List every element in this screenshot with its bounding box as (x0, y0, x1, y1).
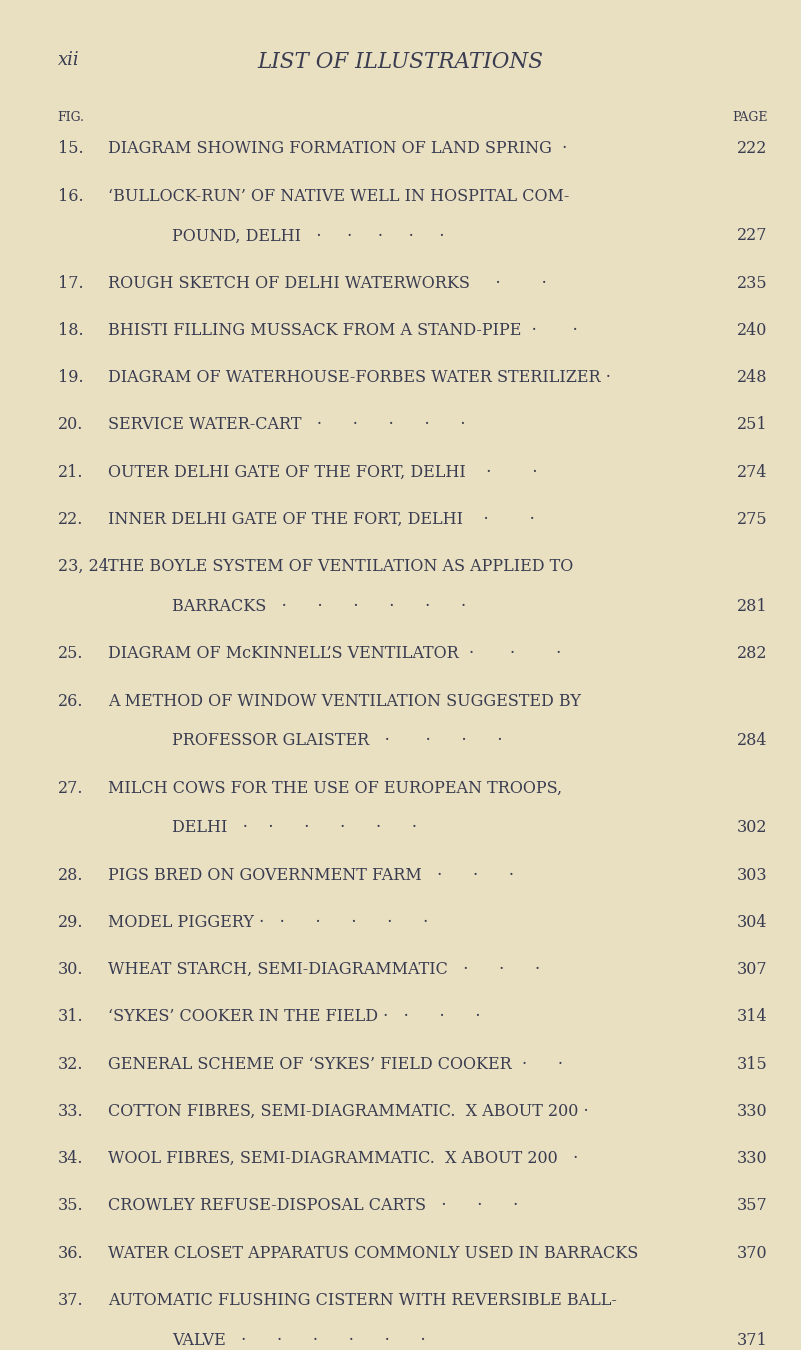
Text: ‘SYKES’ COOKER IN THE FIELD ·   ·      ·      ·: ‘SYKES’ COOKER IN THE FIELD · · · · (108, 1008, 491, 1026)
Text: MODEL PIGGERY ·   ·      ·      ·      ·      ·: MODEL PIGGERY · · · · · · (108, 914, 439, 931)
Text: 235: 235 (737, 274, 767, 292)
Text: LIST OF ILLUSTRATIONS: LIST OF ILLUSTRATIONS (257, 51, 544, 73)
Text: 302: 302 (737, 819, 767, 837)
Text: DIAGRAM OF WATERHOUSE-FORBES WATER STERILIZER ·: DIAGRAM OF WATERHOUSE-FORBES WATER STERI… (108, 369, 616, 386)
Text: DELHI   ·    ·      ·      ·      ·      ·: DELHI · · · · · · (172, 819, 428, 837)
Text: WOOL FIBRES, SEMI-DIAGRAMMATIC.  X ABOUT 200   ·: WOOL FIBRES, SEMI-DIAGRAMMATIC. X ABOUT … (108, 1150, 589, 1168)
Text: 25.: 25. (58, 645, 83, 663)
Text: 37.: 37. (58, 1292, 83, 1310)
Text: xii: xii (58, 51, 79, 69)
Text: 36.: 36. (58, 1245, 83, 1262)
Text: COTTON FIBRES, SEMI-DIAGRAMMATIC.  X ABOUT 200 ·: COTTON FIBRES, SEMI-DIAGRAMMATIC. X ABOU… (108, 1103, 594, 1120)
Text: A METHOD OF WINDOW VENTILATION SUGGESTED BY: A METHOD OF WINDOW VENTILATION SUGGESTED… (108, 693, 582, 710)
Text: 23, 24.: 23, 24. (58, 558, 114, 575)
Text: GENERAL SCHEME OF ‘SYKES’ FIELD COOKER  ·      ·: GENERAL SCHEME OF ‘SYKES’ FIELD COOKER ·… (108, 1056, 574, 1073)
Text: 248: 248 (737, 369, 767, 386)
Text: 17.: 17. (58, 274, 83, 292)
Text: 314: 314 (737, 1008, 767, 1026)
Text: 33.: 33. (58, 1103, 83, 1120)
Text: FIG.: FIG. (58, 111, 85, 124)
Text: BARRACKS   ·      ·      ·      ·      ·      ·: BARRACKS · · · · · · (172, 598, 477, 616)
Text: 315: 315 (737, 1056, 767, 1073)
Text: 371: 371 (737, 1331, 767, 1349)
Text: 303: 303 (737, 867, 767, 884)
Text: 26.: 26. (58, 693, 83, 710)
Text: 222: 222 (737, 140, 767, 158)
Text: 20.: 20. (58, 416, 83, 433)
Text: 29.: 29. (58, 914, 83, 931)
Text: VALVE   ·      ·      ·      ·      ·      ·: VALVE · · · · · · (172, 1331, 436, 1349)
Text: MILCH COWS FOR THE USE OF EUROPEAN TROOPS,: MILCH COWS FOR THE USE OF EUROPEAN TROOP… (108, 779, 562, 796)
Text: OUTER DELHI GATE OF THE FORT, DELHI    ·        ·: OUTER DELHI GATE OF THE FORT, DELHI · · (108, 463, 548, 481)
Text: WHEAT STARCH, SEMI-DIAGRAMMATIC   ·      ·      ·: WHEAT STARCH, SEMI-DIAGRAMMATIC · · · (108, 961, 550, 979)
Text: PROFESSOR GLAISTER   ·       ·      ·      ·: PROFESSOR GLAISTER · · · · (172, 732, 513, 749)
Text: 330: 330 (737, 1150, 767, 1168)
Text: 35.: 35. (58, 1197, 83, 1215)
Text: 370: 370 (737, 1245, 767, 1262)
Text: 284: 284 (737, 732, 767, 749)
Text: 307: 307 (737, 961, 767, 979)
Text: 34.: 34. (58, 1150, 83, 1168)
Text: 274: 274 (737, 463, 767, 481)
Text: 19.: 19. (58, 369, 83, 386)
Text: ROUGH SKETCH OF DELHI WATERWORKS     ·        ·: ROUGH SKETCH OF DELHI WATERWORKS · · (108, 274, 557, 292)
Text: BHISTI FILLING MUSSACK FROM A STAND-PIPE  ·       ·: BHISTI FILLING MUSSACK FROM A STAND-PIPE… (108, 321, 588, 339)
Text: PIGS BRED ON GOVERNMENT FARM   ·      ·      ·: PIGS BRED ON GOVERNMENT FARM · · · (108, 867, 525, 884)
Text: 304: 304 (737, 914, 767, 931)
Text: 240: 240 (737, 321, 767, 339)
Text: 30.: 30. (58, 961, 83, 979)
Text: 18.: 18. (58, 321, 83, 339)
Text: 27.: 27. (58, 779, 83, 796)
Text: 16.: 16. (58, 188, 83, 205)
Text: DIAGRAM SHOWING FORMATION OF LAND SPRING  ·: DIAGRAM SHOWING FORMATION OF LAND SPRING… (108, 140, 578, 158)
Text: INNER DELHI GATE OF THE FORT, DELHI    ·        ·: INNER DELHI GATE OF THE FORT, DELHI · · (108, 510, 545, 528)
Text: SERVICE WATER-CART   ·      ·      ·      ·      ·: SERVICE WATER-CART · · · · · (108, 416, 476, 433)
Text: THE BOYLE SYSTEM OF VENTILATION AS APPLIED TO: THE BOYLE SYSTEM OF VENTILATION AS APPLI… (108, 558, 574, 575)
Text: 275: 275 (737, 510, 767, 528)
Text: 282: 282 (737, 645, 767, 663)
Text: POUND, DELHI   ·     ·     ·     ·     ·: POUND, DELHI · · · · · (172, 227, 455, 244)
Text: 31.: 31. (58, 1008, 83, 1026)
Text: CROWLEY REFUSE-DISPOSAL CARTS   ·      ·      ·: CROWLEY REFUSE-DISPOSAL CARTS · · · (108, 1197, 529, 1215)
Text: ‘BULLOCK-RUN’ OF NATIVE WELL IN HOSPITAL COM-: ‘BULLOCK-RUN’ OF NATIVE WELL IN HOSPITAL… (108, 188, 570, 205)
Text: 357: 357 (737, 1197, 767, 1215)
Text: 22.: 22. (58, 510, 83, 528)
Text: 15.: 15. (58, 140, 83, 158)
Text: 330: 330 (737, 1103, 767, 1120)
Text: 32.: 32. (58, 1056, 83, 1073)
Text: AUTOMATIC FLUSHING CISTERN WITH REVERSIBLE BALL-: AUTOMATIC FLUSHING CISTERN WITH REVERSIB… (108, 1292, 617, 1310)
Text: WATER CLOSET APPARATUS COMMONLY USED IN BARRACKS: WATER CLOSET APPARATUS COMMONLY USED IN … (108, 1245, 643, 1262)
Text: 227: 227 (737, 227, 767, 244)
Text: DIAGRAM OF McKINNELL’S VENTILATOR  ·       ·        ·: DIAGRAM OF McKINNELL’S VENTILATOR · · · (108, 645, 572, 663)
Text: 21.: 21. (58, 463, 83, 481)
Text: PAGE: PAGE (732, 111, 767, 124)
Text: 251: 251 (737, 416, 767, 433)
Text: 281: 281 (737, 598, 767, 616)
Text: 28.: 28. (58, 867, 83, 884)
